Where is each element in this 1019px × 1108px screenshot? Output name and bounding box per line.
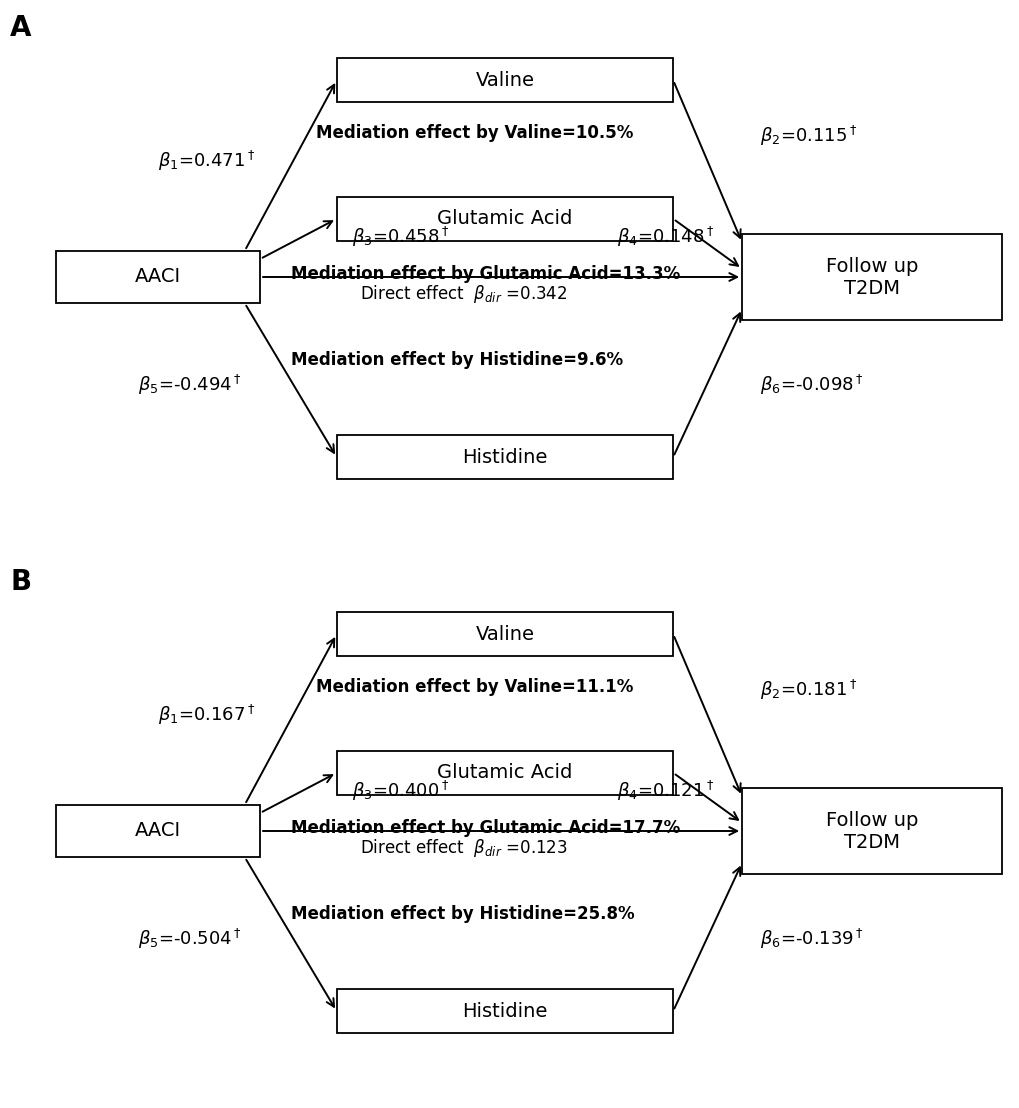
FancyBboxPatch shape <box>336 612 673 656</box>
Text: $\beta_1$=0.167$^\dagger$: $\beta_1$=0.167$^\dagger$ <box>158 702 255 727</box>
Text: AACI: AACI <box>135 267 181 287</box>
Text: Mediation effect by Glutamic Acid=13.3%: Mediation effect by Glutamic Acid=13.3% <box>290 265 680 284</box>
Text: $\beta_3$=0.400$^\dagger$: $\beta_3$=0.400$^\dagger$ <box>352 779 448 803</box>
Text: $\beta_6$=-0.098$^\dagger$: $\beta_6$=-0.098$^\dagger$ <box>759 373 863 397</box>
FancyBboxPatch shape <box>742 234 1002 320</box>
FancyBboxPatch shape <box>56 250 260 304</box>
FancyBboxPatch shape <box>742 788 1002 874</box>
Text: Follow up
T2DM: Follow up T2DM <box>825 256 917 298</box>
FancyBboxPatch shape <box>336 197 673 242</box>
Text: Mediation effect by Valine=11.1%: Mediation effect by Valine=11.1% <box>316 678 633 696</box>
Text: $\beta_2$=0.115$^\dagger$: $\beta_2$=0.115$^\dagger$ <box>759 124 856 147</box>
Text: B: B <box>10 567 32 596</box>
FancyBboxPatch shape <box>336 58 673 103</box>
Text: Follow up
T2DM: Follow up T2DM <box>825 810 917 852</box>
FancyBboxPatch shape <box>336 751 673 796</box>
Text: Glutamic Acid: Glutamic Acid <box>437 763 572 782</box>
Text: $\beta_5$=-0.504$^\dagger$: $\beta_5$=-0.504$^\dagger$ <box>138 927 242 951</box>
Text: $\beta_1$=0.471$^\dagger$: $\beta_1$=0.471$^\dagger$ <box>158 148 255 173</box>
Text: Glutamic Acid: Glutamic Acid <box>437 209 572 228</box>
FancyBboxPatch shape <box>336 434 673 479</box>
Text: Direct effect  $\beta_{dir}$ =0.342: Direct effect $\beta_{dir}$ =0.342 <box>360 283 568 305</box>
FancyBboxPatch shape <box>336 988 673 1033</box>
Text: $\beta_2$=0.181$^\dagger$: $\beta_2$=0.181$^\dagger$ <box>759 678 856 701</box>
Text: Mediation effect by Histidine=25.8%: Mediation effect by Histidine=25.8% <box>290 905 634 923</box>
FancyBboxPatch shape <box>56 804 260 858</box>
Text: AACI: AACI <box>135 821 181 841</box>
Text: $\beta_4$=0.121$^\dagger$: $\beta_4$=0.121$^\dagger$ <box>616 779 713 803</box>
Text: A: A <box>10 13 32 42</box>
Text: $\beta_5$=-0.494$^\dagger$: $\beta_5$=-0.494$^\dagger$ <box>138 373 242 397</box>
Text: Valine: Valine <box>475 625 534 644</box>
Text: $\beta_3$=0.458$^\dagger$: $\beta_3$=0.458$^\dagger$ <box>352 225 448 249</box>
Text: $\beta_4$=0.148$^\dagger$: $\beta_4$=0.148$^\dagger$ <box>616 225 713 249</box>
Text: Histidine: Histidine <box>462 1002 547 1020</box>
Text: Valine: Valine <box>475 71 534 90</box>
Text: Mediation effect by Glutamic Acid=17.7%: Mediation effect by Glutamic Acid=17.7% <box>290 819 680 838</box>
Text: $\beta_6$=-0.139$^\dagger$: $\beta_6$=-0.139$^\dagger$ <box>759 927 863 951</box>
Text: Mediation effect by Valine=10.5%: Mediation effect by Valine=10.5% <box>316 124 633 142</box>
Text: Direct effect  $\beta_{dir}$ =0.123: Direct effect $\beta_{dir}$ =0.123 <box>360 837 568 859</box>
Text: Histidine: Histidine <box>462 448 547 466</box>
Text: Mediation effect by Histidine=9.6%: Mediation effect by Histidine=9.6% <box>290 351 623 369</box>
